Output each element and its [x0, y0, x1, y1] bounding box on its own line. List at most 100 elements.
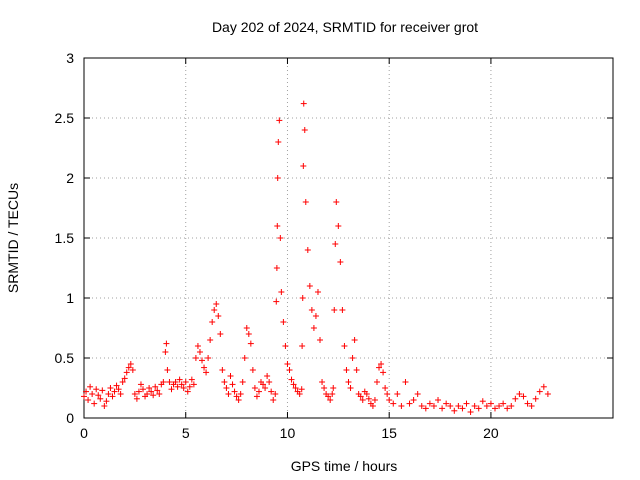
data-point: [115, 386, 122, 393]
data-point: [243, 325, 250, 331]
y-tick-label: 2.5: [55, 110, 75, 126]
data-point: [524, 400, 531, 407]
data-point: [235, 397, 242, 403]
data-point: [107, 385, 114, 391]
data-point: [520, 393, 527, 400]
data-point: [398, 403, 405, 409]
data-point: [380, 369, 387, 376]
data-point: [435, 397, 442, 403]
data-point: [349, 355, 356, 361]
data-point: [330, 385, 337, 391]
data-point: [455, 403, 462, 409]
data-point: [394, 391, 401, 397]
data-point: [123, 369, 130, 376]
data-point: [304, 247, 311, 253]
data-point: [373, 379, 380, 385]
data-point: [164, 367, 171, 373]
data-point: [306, 283, 313, 289]
data-point: [93, 386, 100, 393]
data-point: [540, 383, 547, 390]
data-point: [168, 386, 175, 393]
data-point: [319, 379, 326, 385]
data-point: [148, 388, 155, 395]
data-point: [292, 385, 299, 391]
data-point: [447, 403, 454, 409]
data-point: [339, 307, 346, 313]
data-point: [459, 405, 466, 412]
data-point: [528, 403, 535, 409]
data-point: [290, 381, 297, 388]
data-point: [544, 391, 551, 397]
data-point: [233, 393, 240, 400]
data-point: [237, 391, 244, 397]
data-point: [268, 388, 275, 395]
data-point: [273, 298, 280, 305]
data-point: [331, 307, 338, 313]
y-tick-label: 0: [66, 410, 74, 426]
data-point: [467, 409, 474, 415]
data-point: [329, 391, 336, 397]
data-point: [270, 397, 277, 403]
data-point: [276, 117, 283, 124]
data-point: [121, 375, 128, 382]
data-point: [491, 405, 498, 412]
data-point: [274, 223, 281, 229]
data-point: [163, 340, 170, 347]
data-point: [99, 387, 106, 394]
data-point: [284, 361, 291, 367]
grid: [84, 58, 613, 418]
data-point: [201, 364, 208, 371]
data-point: [422, 405, 429, 412]
data-point: [333, 199, 340, 205]
y-axis-label: SRMTID / TECUs: [5, 183, 21, 293]
data-point: [335, 223, 342, 229]
data-point: [87, 383, 94, 390]
y-tick-label: 0.5: [55, 350, 75, 366]
data-point: [81, 393, 87, 400]
data-point: [91, 400, 98, 407]
data-point: [192, 355, 199, 361]
data-point: [280, 319, 287, 325]
data-point: [301, 127, 308, 133]
data-point: [300, 100, 307, 107]
x-tick-label: 20: [483, 425, 499, 441]
data-point: [117, 391, 124, 397]
data-point: [111, 388, 118, 395]
data-point: [327, 397, 334, 403]
data-point: [190, 381, 197, 388]
data-point: [337, 259, 344, 265]
data-point: [125, 364, 132, 371]
data-point: [277, 235, 284, 241]
data-point: [508, 403, 515, 409]
data-point: [317, 337, 324, 343]
data-point: [162, 349, 169, 355]
data-point: [382, 385, 389, 391]
x-tick-label: 15: [381, 425, 397, 441]
data-point: [260, 381, 267, 388]
data-point: [310, 325, 317, 331]
data-point: [188, 376, 195, 383]
data-point: [532, 395, 539, 402]
data-point: [105, 391, 112, 397]
y-tick-label: 1: [66, 290, 74, 306]
data-point: [186, 383, 193, 390]
data-point: [262, 385, 269, 391]
data-point: [278, 289, 285, 295]
data-point: [282, 343, 289, 349]
data-point: [512, 395, 519, 402]
data-point: [133, 395, 140, 402]
data-point: [264, 373, 271, 379]
data-point: [451, 407, 458, 414]
data-point: [146, 385, 153, 391]
data-point: [172, 379, 179, 385]
data-point: [203, 369, 210, 376]
data-point: [225, 391, 232, 397]
data-point: [85, 397, 92, 403]
data-point: [150, 392, 157, 399]
data-point: [113, 382, 120, 389]
data-point: [378, 361, 385, 367]
data-point: [166, 379, 173, 385]
data-point: [365, 395, 372, 402]
data-point: [194, 343, 201, 349]
